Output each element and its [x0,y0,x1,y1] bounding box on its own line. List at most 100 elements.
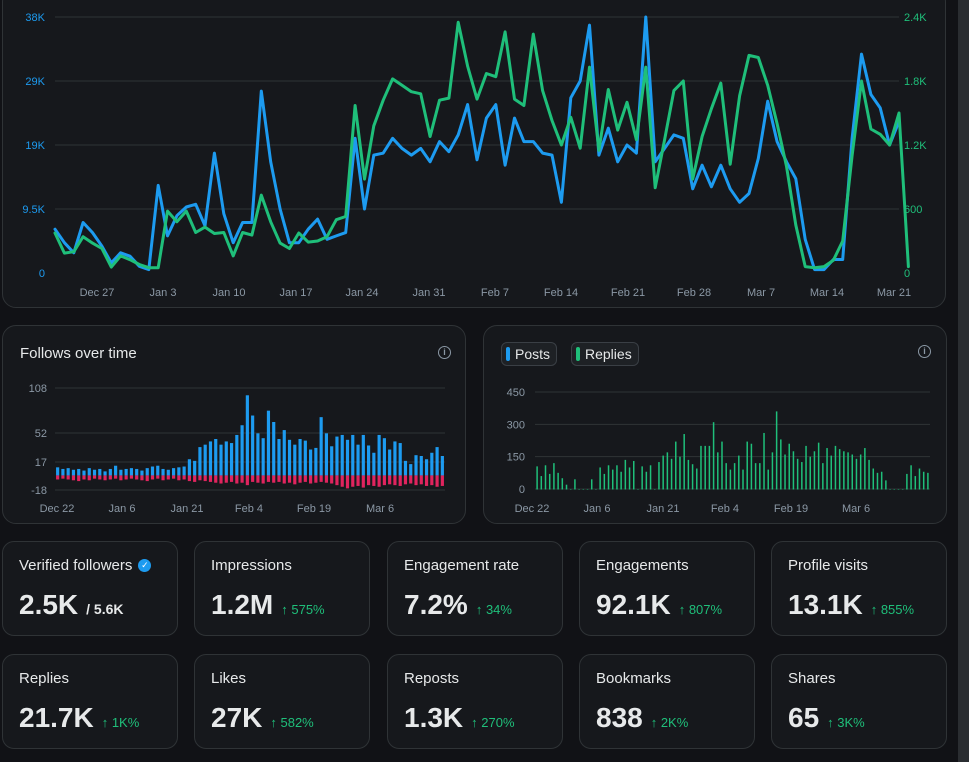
replies-bar [687,459,690,490]
unfollows-bar [361,475,365,488]
x-axis-tick: Jan 24 [345,287,378,299]
follows-bar [330,446,334,476]
card-shares[interactable]: Shares 65 ↑ 3K% [771,654,947,749]
x-axis-tick: Mar 6 [842,503,870,515]
follows-bar [114,465,118,476]
y-axis-tick: 0 [519,484,525,496]
replies-bar [893,489,896,490]
unfollows-bar [372,475,376,486]
replies-bar [880,471,883,490]
card-value-text: 27K [211,702,263,733]
card-replies[interactable]: Replies 21.7K ↑ 1K% [2,654,178,749]
unfollows-bar [356,475,360,486]
impressions-engagements-chart-panel: 0 9.5K 19K 29K 38K 0 600 1.2K 1.8K 2.4K Dec 27 Jan … [2,0,946,308]
left-axis-tick: 0 [39,268,45,280]
legend-replies-button[interactable]: Replies [571,342,639,366]
x-axis-tick: Feb 4 [711,503,739,515]
replies-bar [864,448,866,490]
card-verified-followers[interactable]: Verified followers ✓ 2.5K / 5.6K [2,541,178,636]
unfollows-bar [82,475,86,480]
follows-bar [266,410,271,476]
follows-bar [82,470,86,476]
follows-bar [87,468,91,476]
unfollows-bar [251,475,255,482]
replies-bar [754,463,757,490]
posts-replies-bar-chart[interactable]: 450 300 150 0 Dec 22 Jan 6 Jan 21 Feb 4 Feb 19 Ma… [484,326,948,525]
card-engagements[interactable]: Engagements 92.1K ↑ 807% [579,541,755,636]
unfollows-bar [92,475,97,479]
x-axis-tick: Jan 10 [212,287,245,299]
follows-bar [388,449,392,476]
replies-bar [578,489,580,490]
follows-bar [340,434,344,476]
replies-bar [540,476,543,490]
follows-bar [293,444,297,476]
replies-bar [897,489,900,490]
main-line-chart[interactable]: 0 9.5K 19K 29K 38K 0 600 1.2K 1.8K 2.4K Dec 27 Jan … [3,0,947,309]
replies-bar [851,454,854,490]
replies-bar [914,476,917,490]
unfollows-bar [382,475,386,486]
card-label: Shares [788,670,836,687]
unfollows-bar [309,475,313,484]
unfollows-bar [261,475,265,484]
card-change: ↑ 34% [475,602,512,617]
info-icon[interactable]: i [918,345,931,358]
card-impressions[interactable]: Impressions 1.2M ↑ 575% [194,541,370,636]
replies-bar [691,464,694,490]
follows-bar [172,468,176,476]
follows-bar [108,468,112,476]
unfollows-bar [377,475,381,487]
replies-bar [683,434,685,490]
right-axis-tick: 1.2K [904,140,927,152]
follows-bar-chart[interactable]: 108 52 17 -18 Dec 22 Jan 6 Jan 21 Feb 4 Feb 19 Ma… [3,326,467,525]
card-label: Profile visits [788,557,869,574]
unfollows-bar [161,475,165,481]
follows-bar [440,456,444,476]
unfollows-bar [345,475,350,489]
card-bookmarks[interactable]: Bookmarks 838 ↑ 2K% [579,654,755,749]
replies-bar [675,441,677,490]
replies-bar [872,468,875,490]
y-axis-tick: 52 [35,428,47,440]
info-icon[interactable]: i [438,346,451,359]
replies-bar [658,462,660,490]
follows-bar [177,467,181,476]
replies-bar [599,467,601,490]
card-engagement-rate[interactable]: Engagement rate 7.2% ↑ 34% [387,541,563,636]
x-axis-tick: Jan 21 [170,503,203,515]
unfollows-bar [71,475,76,481]
y-axis-tick: 17 [35,457,47,469]
left-axis-tick: 19K [25,140,45,152]
follows-bar [377,434,381,476]
replies-bar [590,479,593,490]
follows-bar [103,471,107,476]
follows-bar [135,468,139,476]
follows-bar [319,417,323,476]
replies-bar [796,458,799,490]
card-profile-visits[interactable]: Profile visits 13.1K ↑ 855% [771,541,947,636]
x-axis-tick: Jan 6 [584,503,611,515]
card-change: ↑ 575% [281,602,325,617]
replies-bar [746,441,748,490]
card-likes[interactable]: Likes 27K ↑ 582% [194,654,370,749]
card-value: 1.2M ↑ 575% [211,589,325,621]
card-reposts[interactable]: Reposts 1.3K ↑ 270% [387,654,563,749]
unfollows-bar [303,475,307,482]
unfollows-bar [129,475,133,479]
replies-bar [696,468,698,490]
y-axis-tick: 300 [507,419,525,431]
window-scrollbar[interactable] [958,0,969,762]
replies-bar [611,469,614,490]
card-value-text: 1.3K [404,702,464,733]
unfollows-bar [150,475,155,480]
unfollows-bar [61,475,65,479]
unfollows-bar [182,475,186,480]
unfollows-bar [187,475,191,482]
unfollows-bar [324,475,328,483]
x-axis-tick: Feb 7 [481,287,509,299]
unfollows-bar [403,475,408,485]
follows-bar [245,395,249,476]
replies-bar [641,466,643,490]
legend-posts-button[interactable]: Posts [501,342,558,366]
